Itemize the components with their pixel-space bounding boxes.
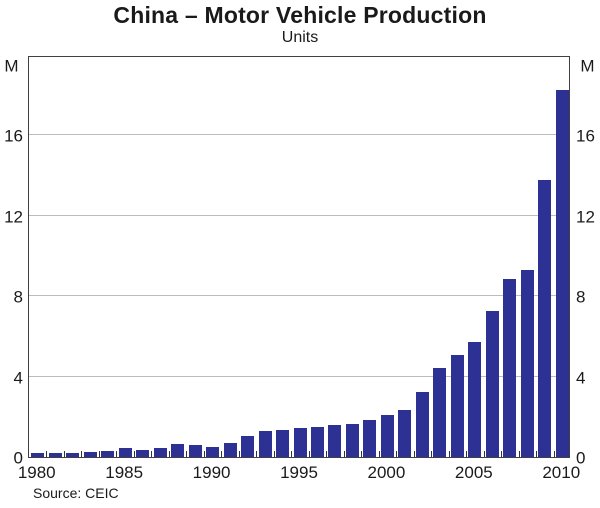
x-axis-tick (63, 451, 65, 457)
x-axis-tick (448, 451, 450, 457)
x-axis-tick (343, 451, 345, 457)
x-axis-tick (221, 451, 223, 457)
x-tick-label-2010: 2010 (542, 463, 581, 482)
bar-1999 (363, 420, 377, 457)
chart-subtitle: Units (281, 29, 319, 46)
x-axis-tick (273, 451, 275, 457)
x-axis-tick (256, 451, 258, 457)
bar-2002 (415, 391, 429, 457)
bar-1995 (293, 427, 307, 457)
bar-1981 (48, 453, 62, 457)
bar-1989 (188, 445, 202, 457)
bar-2009 (538, 179, 552, 457)
x-tick-label-1980: 1980 (17, 463, 56, 482)
bar-2005 (468, 342, 482, 457)
bar-1983 (83, 452, 97, 457)
x-tick-label-1985: 1985 (105, 463, 144, 482)
bar-1987 (153, 447, 167, 457)
bar-1991 (223, 442, 237, 457)
x-axis-tick (186, 451, 188, 457)
x-axis-tick (81, 451, 83, 457)
y-tick-label-right-4: 4 (576, 368, 586, 388)
y-axis-unit-label-left: M (4, 56, 19, 76)
plot-area (28, 56, 570, 458)
bar-1984 (101, 450, 115, 457)
bar-2010 (555, 89, 569, 457)
bar-1985 (118, 448, 132, 457)
x-tick-label-1990: 1990 (192, 463, 231, 482)
y-tick-label-left-12: 12 (4, 207, 23, 227)
bar-1994 (276, 429, 290, 457)
source-note: Source: CEIC (33, 485, 119, 501)
x-axis-tick (501, 451, 503, 457)
bar-1990 (206, 446, 220, 457)
x-axis-tick (466, 451, 468, 457)
y-tick-label-right-16: 16 (576, 126, 595, 146)
x-axis-tick (396, 451, 398, 457)
grid-line-12 (29, 214, 569, 216)
bar-2000 (380, 415, 394, 457)
bar-2006 (485, 310, 499, 457)
grid-line-8 (29, 295, 569, 297)
x-axis-tick (168, 451, 170, 457)
x-axis-tick (151, 451, 153, 457)
x-axis-tick (431, 451, 433, 457)
y-tick-label-left-8: 8 (13, 287, 23, 307)
y-tick-label-left-0: 0 (13, 448, 23, 468)
y-tick-label-right-8: 8 (576, 287, 586, 307)
bar-1988 (171, 443, 185, 457)
bar-1998 (345, 424, 359, 457)
bar-1986 (136, 449, 150, 457)
grid-line-16 (29, 134, 569, 136)
bar-1980 (31, 452, 45, 457)
x-tick-label-1995: 1995 (280, 463, 318, 482)
bar-1997 (328, 425, 342, 457)
y-tick-label-left-16: 16 (4, 126, 23, 146)
x-axis-tick (133, 451, 135, 457)
y-tick-label-right-0: 0 (576, 448, 586, 468)
x-axis-tick (326, 451, 328, 457)
x-axis-tick (483, 451, 485, 457)
chart-title: China – Motor Vehicle Production (113, 2, 487, 28)
x-axis-tick (238, 451, 240, 457)
grid-line-4 (29, 375, 569, 377)
y-tick-label-right-12: 12 (576, 207, 595, 227)
bar-2003 (433, 367, 447, 457)
bar-1982 (66, 452, 80, 457)
x-axis-tick (98, 451, 100, 457)
x-axis-tick (203, 451, 205, 457)
x-axis-tick (553, 451, 555, 457)
x-axis-tick (378, 451, 380, 457)
y-axis-unit-label-right: M (580, 56, 595, 76)
x-axis-tick (361, 451, 363, 457)
x-axis-tick (46, 451, 48, 457)
x-tick-label-2000: 2000 (367, 463, 406, 482)
x-axis-tick (518, 451, 520, 457)
x-axis-tick (308, 451, 310, 457)
bar-2004 (450, 355, 464, 457)
x-axis-tick (536, 451, 538, 457)
bar-1996 (310, 427, 324, 457)
bar-1993 (258, 430, 272, 457)
x-axis-tick (291, 451, 293, 457)
bar-2008 (520, 270, 534, 457)
x-tick-label-2005: 2005 (454, 463, 493, 482)
x-axis-tick (116, 451, 118, 457)
bar-2007 (503, 278, 517, 457)
y-tick-label-left-4: 4 (13, 368, 23, 388)
x-axis-tick (413, 451, 415, 457)
bar-2001 (398, 410, 412, 457)
bar-1992 (241, 435, 255, 457)
